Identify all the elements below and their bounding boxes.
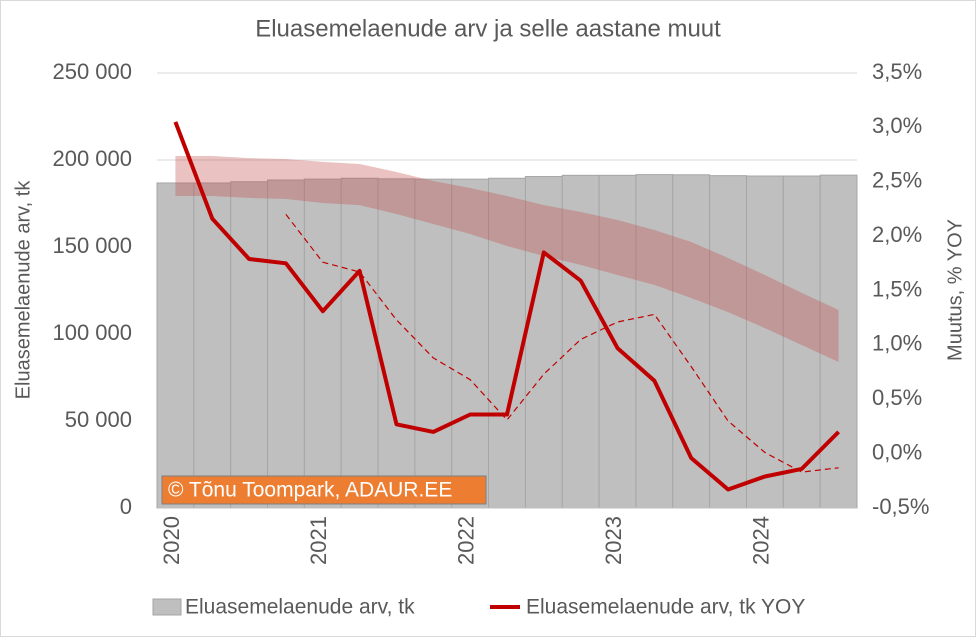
y-tick-label: 100 000 bbox=[52, 320, 132, 345]
bar bbox=[819, 174, 858, 509]
legend-label: Eluasemelaenude arv, tk YOY bbox=[526, 596, 805, 619]
legend-label: Eluasemelaenude arv, tk bbox=[185, 596, 415, 619]
x-tick-label: 2024 bbox=[748, 516, 773, 565]
x-tick-label: 2020 bbox=[159, 516, 184, 565]
y2-tick-label: 3,0% bbox=[872, 113, 922, 138]
bar bbox=[524, 176, 563, 509]
bar bbox=[267, 179, 305, 509]
legend-swatch bbox=[152, 598, 182, 616]
bar bbox=[635, 174, 674, 509]
bar bbox=[598, 174, 637, 509]
x-tick-label: 2022 bbox=[454, 516, 479, 565]
bar bbox=[709, 175, 747, 509]
line bbox=[173, 121, 841, 492]
bar bbox=[303, 178, 342, 509]
y2-tick-label: 0,0% bbox=[872, 439, 922, 464]
y-tick-label: 250 000 bbox=[52, 59, 132, 84]
bar bbox=[156, 182, 195, 509]
y-tick-label: 200 000 bbox=[52, 146, 132, 171]
y2-axis-title: Muutus, % YOY bbox=[944, 219, 966, 361]
y-tick-label: 150 000 bbox=[52, 233, 132, 258]
trend-line bbox=[285, 214, 839, 473]
chart-title: Eluasemelaenude arv ja selle aastane muu… bbox=[255, 15, 721, 42]
bar bbox=[414, 178, 453, 509]
y2-tick-label: 2,0% bbox=[872, 222, 922, 247]
y2-tick-label: 1,0% bbox=[872, 331, 922, 356]
y-tick-label: 50 000 bbox=[65, 407, 132, 432]
bar bbox=[672, 174, 711, 509]
bar bbox=[561, 174, 600, 509]
bar bbox=[377, 178, 416, 509]
y2-tick-label: 0,5% bbox=[872, 385, 922, 410]
bar bbox=[745, 175, 784, 509]
y2-tick-label: 3,5% bbox=[872, 59, 922, 84]
bar bbox=[488, 177, 526, 509]
annotation: © Tõnu Toompark, ADAUR.EE bbox=[168, 479, 452, 502]
bar bbox=[230, 181, 269, 509]
y-axis-title: Eluasemelaenude arv, tk bbox=[12, 180, 34, 400]
y-tick-label: 0 bbox=[120, 494, 132, 519]
y2-tick-label: 1,5% bbox=[872, 276, 922, 301]
x-tick-label: 2023 bbox=[601, 516, 626, 565]
bar bbox=[340, 177, 379, 509]
x-tick-label: 2021 bbox=[306, 516, 331, 565]
y2-tick-label: 2,5% bbox=[872, 168, 922, 193]
y2-tick-label: -0,5% bbox=[872, 494, 929, 519]
annotation-box bbox=[161, 475, 487, 505]
range-band bbox=[175, 155, 839, 363]
